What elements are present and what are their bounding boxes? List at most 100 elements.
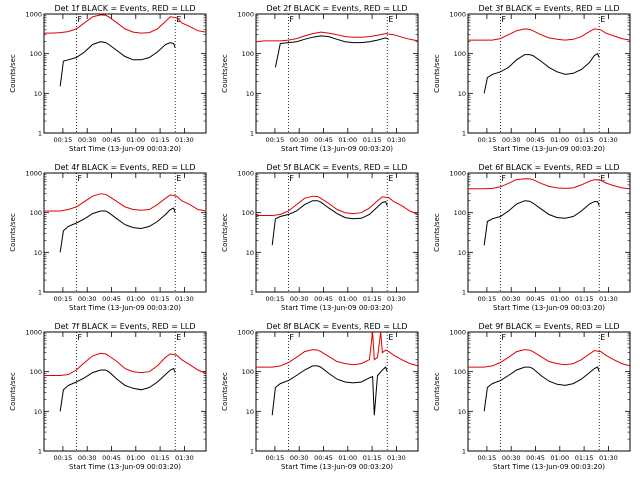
- marker-label: F: [77, 174, 82, 183]
- y-tick-label: 1: [38, 130, 42, 138]
- y-axis-label: Counts/sec: [9, 54, 17, 93]
- x-tick-label: 01:30: [599, 136, 618, 144]
- y-axis-label: Counts/sec: [221, 372, 229, 411]
- y-tick-label: 1000: [449, 329, 466, 337]
- x-axis-label: Start Time (13-Jun-09 00:03:20): [493, 145, 605, 153]
- x-tick-label: 01:15: [151, 136, 170, 144]
- x-axis-label: Start Time (13-Jun-09 00:03:20): [493, 304, 605, 312]
- y-tick-label: 1000: [25, 329, 42, 337]
- x-tick-label: 00:45: [526, 136, 545, 144]
- x-tick-label: 01:15: [151, 295, 170, 303]
- y-tick-label: 1000: [237, 11, 254, 19]
- x-tick-label: 01:00: [550, 454, 569, 462]
- y-tick-label: 1: [462, 289, 466, 297]
- x-tick-label: 00:30: [502, 295, 521, 303]
- y-tick-label: 1: [38, 448, 42, 456]
- panel-title: Det 1f BLACK = Events, RED = LLD: [54, 4, 195, 13]
- marker-label: E: [600, 174, 605, 183]
- y-tick-label: 100: [30, 50, 42, 58]
- marker-label: F: [289, 15, 294, 24]
- marker-label: E: [600, 15, 605, 24]
- y-tick-label: 10: [458, 249, 466, 257]
- x-tick-label: 01:15: [575, 136, 594, 144]
- plot-frame: [43, 331, 207, 452]
- marker-label: F: [501, 15, 506, 24]
- x-tick-label: 00:15: [54, 136, 73, 144]
- y-axis-label: Counts/sec: [433, 372, 441, 411]
- x-tick-label: 01:00: [550, 295, 569, 303]
- x-tick-label: 00:15: [478, 295, 497, 303]
- x-tick-label: 01:15: [151, 454, 170, 462]
- x-tick-label: 00:30: [502, 454, 521, 462]
- lld-series-line: [44, 193, 207, 212]
- marker-label: E: [388, 174, 393, 183]
- y-tick-label: 1000: [237, 170, 254, 178]
- events-series-line: [271, 200, 388, 246]
- x-tick-label: 00:30: [290, 136, 309, 144]
- y-tick-label: 10: [34, 249, 42, 257]
- y-tick-label: 100: [454, 368, 466, 376]
- lld-series-line: [256, 331, 419, 368]
- y-tick-label: 1000: [449, 170, 466, 178]
- plot-frame: [255, 331, 419, 452]
- x-tick-label: 00:30: [290, 295, 309, 303]
- events-series-line: [483, 366, 600, 412]
- lld-series-line: [468, 349, 631, 368]
- x-tick-label: 00:15: [266, 136, 285, 144]
- x-tick-label: 00:45: [526, 295, 545, 303]
- events-series-line: [59, 207, 176, 253]
- x-axis-label: Start Time (13-Jun-09 00:03:20): [281, 304, 393, 312]
- x-tick-label: 00:30: [78, 136, 97, 144]
- panel-title: Det 2f BLACK = Events, RED = LLD: [266, 4, 407, 13]
- y-tick-label: 100: [242, 50, 254, 58]
- x-axis-label: Start Time (13-Jun-09 00:03:20): [493, 463, 605, 471]
- marker-label: E: [600, 333, 605, 342]
- marker-label: E: [388, 333, 393, 342]
- x-tick-label: 01:15: [363, 295, 382, 303]
- x-tick-label: 00:15: [478, 136, 497, 144]
- plot-frame: [255, 172, 419, 293]
- detector-panel-1: Det 1f BLACK = Events, RED = LLD 1 10 100 10…: [9, 4, 207, 153]
- y-tick-label: 10: [34, 408, 42, 416]
- y-tick-label: 1000: [449, 11, 466, 19]
- x-tick-label: 01:15: [575, 454, 594, 462]
- marker-label: F: [289, 333, 294, 342]
- x-tick-label: 00:45: [526, 454, 545, 462]
- x-tick-label: 01:15: [575, 295, 594, 303]
- panel-title: Det 8f BLACK = Events, RED = LLD: [266, 322, 407, 331]
- x-tick-label: 01:15: [363, 136, 382, 144]
- plot-frame: [43, 172, 207, 293]
- marker-label: F: [501, 174, 506, 183]
- y-tick-label: 10: [34, 90, 42, 98]
- y-tick-label: 100: [454, 50, 466, 58]
- panel-title: Det 7f BLACK = Events, RED = LLD: [54, 322, 195, 331]
- x-tick-label: 01:00: [338, 136, 357, 144]
- x-tick-label: 01:00: [126, 295, 145, 303]
- x-tick-label: 00:30: [290, 454, 309, 462]
- y-tick-label: 1000: [25, 11, 42, 19]
- lld-series-line: [255, 31, 419, 43]
- detector-panel-9: Det 9f BLACK = Events, RED = LLD 1 10 100 10…: [433, 322, 631, 471]
- events-series-line: [483, 200, 600, 246]
- y-tick-label: 10: [458, 90, 466, 98]
- x-tick-label: 01:15: [363, 454, 382, 462]
- x-tick-label: 00:15: [266, 454, 285, 462]
- x-tick-label: 00:45: [314, 136, 333, 144]
- panel-title: Det 4f BLACK = Events, RED = LLD: [54, 163, 195, 172]
- y-tick-label: 100: [454, 209, 466, 217]
- lld-series-line: [256, 195, 419, 216]
- x-tick-label: 01:30: [387, 454, 406, 462]
- y-axis-label: Counts/sec: [433, 213, 441, 252]
- detector-panel-5: Det 5f BLACK = Events, RED = LLD 1 10 100 10…: [221, 163, 419, 312]
- marker-label: E: [176, 333, 181, 342]
- x-tick-label: 00:30: [78, 454, 97, 462]
- marker-label: F: [77, 15, 82, 24]
- x-tick-label: 01:30: [387, 136, 406, 144]
- marker-label: E: [176, 174, 181, 183]
- y-tick-label: 1: [250, 130, 254, 138]
- y-tick-label: 10: [246, 90, 254, 98]
- lld-series-line: [44, 352, 207, 376]
- marker-label: F: [501, 333, 506, 342]
- detector-panel-6: Det 6f BLACK = Events, RED = LLD 1 10 100 10…: [433, 163, 631, 312]
